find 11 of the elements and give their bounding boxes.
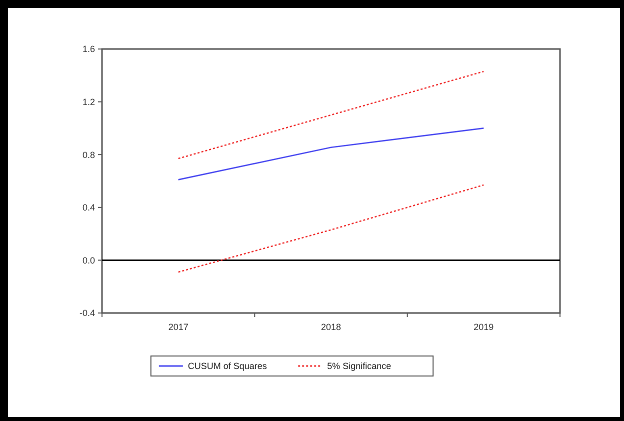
y-tick-label: 1.6 bbox=[82, 44, 95, 54]
x-tick-label: 2018 bbox=[320, 322, 342, 332]
y-tick-label: -0.4 bbox=[79, 308, 95, 318]
y-tick-label: 0.0 bbox=[82, 255, 95, 266]
y-tick-label: 1.2 bbox=[82, 96, 95, 107]
legend-label: 5% Significance bbox=[327, 361, 392, 372]
y-tick-label: 0.8 bbox=[82, 150, 95, 160]
x-tick-label: 2017 bbox=[168, 322, 188, 332]
y-tick-label: 0.4 bbox=[82, 202, 95, 213]
x-tick-label: 2019 bbox=[474, 322, 494, 332]
legend-label: CUSUM of Squares bbox=[188, 361, 268, 372]
